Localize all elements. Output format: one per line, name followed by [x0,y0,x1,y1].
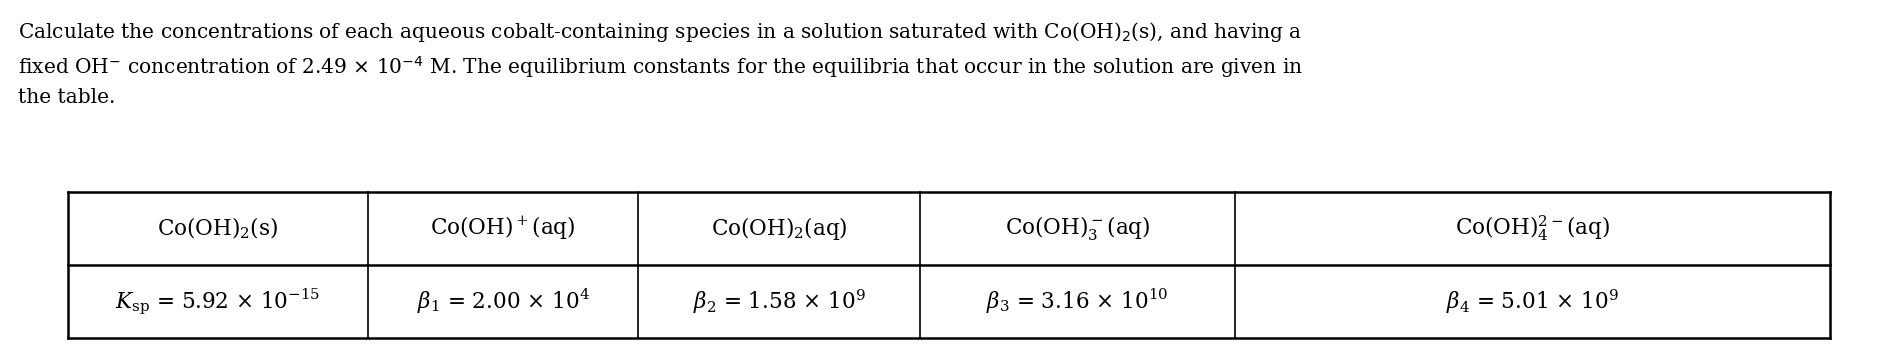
Text: Co(OH)$_4^{2-}$(aq): Co(OH)$_4^{2-}$(aq) [1454,214,1611,244]
Text: fixed OH$^{-}$ concentration of 2.49 $\times$ 10$^{-4}$ M. The equilibrium const: fixed OH$^{-}$ concentration of 2.49 $\t… [19,54,1304,80]
Text: $K_{\mathrm{sp}}$ = 5.92 $\times$ 10$^{-15}$: $K_{\mathrm{sp}}$ = 5.92 $\times$ 10$^{-… [115,286,320,317]
Text: Co(OH)$_3^-$(aq): Co(OH)$_3^-$(aq) [1004,215,1151,242]
Text: $\beta_4$ = 5.01 $\times$ 10$^9$: $\beta_4$ = 5.01 $\times$ 10$^9$ [1447,287,1618,316]
Text: Co(OH)$_2$(s): Co(OH)$_2$(s) [158,216,279,241]
Text: the table.: the table. [19,88,115,107]
Text: $\beta_3$ = 3.16 $\times$ 10$^{10}$: $\beta_3$ = 3.16 $\times$ 10$^{10}$ [987,287,1168,316]
Text: $\beta_1$ = 2.00 $\times$ 10$^4$: $\beta_1$ = 2.00 $\times$ 10$^4$ [416,287,590,316]
Text: $\beta_2$ = 1.58 $\times$ 10$^9$: $\beta_2$ = 1.58 $\times$ 10$^9$ [693,287,865,316]
Text: Co(OH)$^+$(aq): Co(OH)$^+$(aq) [430,215,577,242]
Text: Calculate the concentrations of each aqueous cobalt-containing species in a solu: Calculate the concentrations of each aqu… [19,20,1302,44]
Text: Co(OH)$_2$(aq): Co(OH)$_2$(aq) [710,215,848,242]
